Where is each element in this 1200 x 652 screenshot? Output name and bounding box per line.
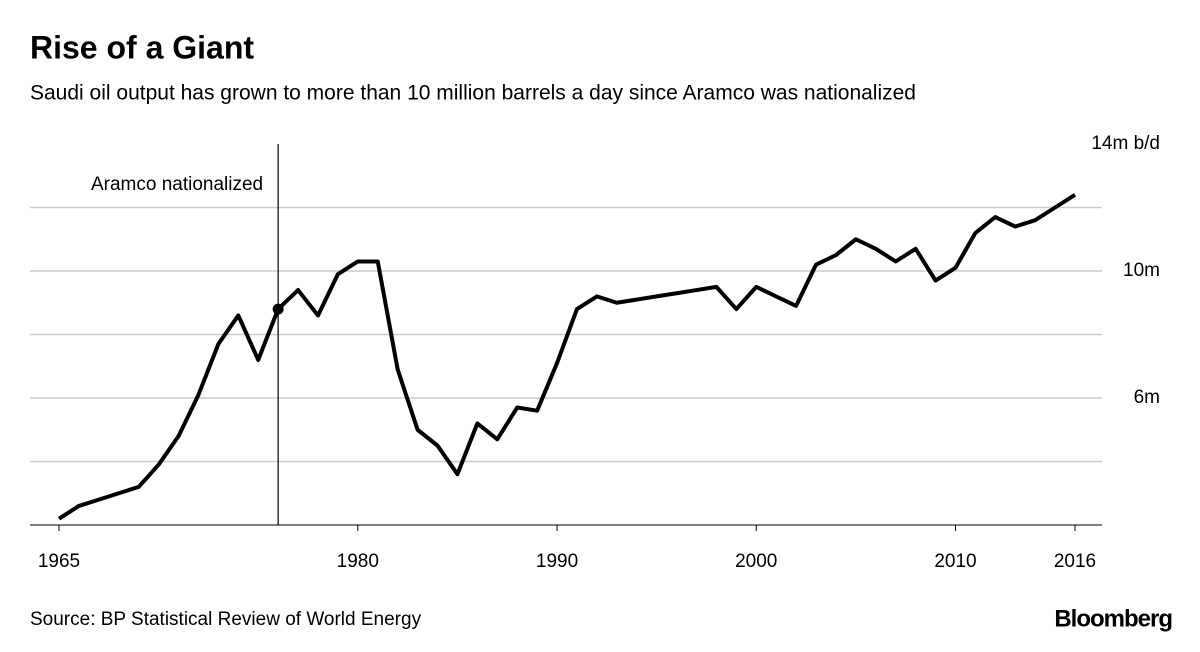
x-tick-label: 2000 (735, 551, 777, 572)
x-tick-label: 1965 (38, 551, 80, 572)
line (57, 193, 1077, 521)
chart-subtitle: Saudi oil output has grown to more than … (30, 82, 916, 105)
x-tick-label: 2016 (1054, 551, 1096, 572)
x-tick-label: 2010 (934, 551, 976, 572)
chart-title: Rise of a Giant (30, 29, 254, 65)
x-tick-label: 1980 (337, 551, 379, 572)
annotation-point (272, 303, 284, 315)
y-tick-label: 6m (1134, 387, 1160, 408)
x-tick-label: 1990 (536, 551, 578, 572)
brand: Bloomberg (1054, 605, 1172, 632)
y-tick-label: 10m (1123, 260, 1160, 281)
source: Source: BP Statistical Review of World E… (30, 609, 422, 630)
annotation-label: Aramco nationalized (91, 174, 263, 195)
y-tick-label: 14m b/d (1091, 133, 1160, 154)
